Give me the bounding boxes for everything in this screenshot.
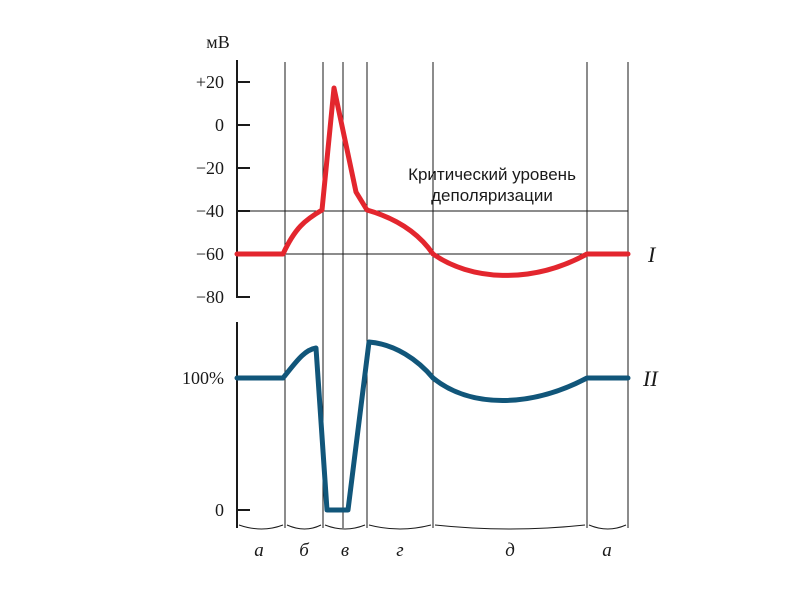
top-tick-label: 0 [215,115,224,135]
critical-level-label-line1: Критический уровень [408,165,576,184]
top-tick-label: −20 [196,158,224,178]
top-tick-label: −40 [196,201,224,221]
curve-1-action-potential [234,85,631,278]
phase-label-b: б [299,540,310,561]
phase-label-d: д [505,540,515,561]
phase-boundaries [284,62,629,528]
top-axis-unit: мВ [206,32,229,52]
phase-label-a: а [254,540,264,561]
phase-bracket-d [434,524,586,530]
top-tick-label: +20 [196,72,224,92]
phase-bracket-b [286,524,322,530]
phase-bracket-a2 [588,524,627,530]
curve-2-label: II [642,366,659,391]
bottom-tick-label: 0 [215,500,224,520]
phase-label-g: г [396,540,403,561]
phase-bracket-v [324,524,366,530]
phase-bracket-a1 [238,524,284,530]
top-tick-label: −80 [196,287,224,307]
top-tick-label: −60 [196,244,224,264]
phase-label-a-end: а [602,540,612,561]
curve-1-label: I [647,242,657,267]
top-axis-tick-labels: +20 0 −20 −40 −60 −80 [196,72,224,307]
phase-label-v: в [341,540,349,561]
curve-2-excitability [234,339,631,513]
top-axis-ticks [237,81,250,298]
critical-level-label-line2: деполяризации [431,186,553,205]
phase-labels: а б в г д а [254,540,612,561]
bottom-tick-label: 100% [182,368,224,388]
phase-brackets [238,524,627,530]
phase-bracket-g [368,524,432,530]
